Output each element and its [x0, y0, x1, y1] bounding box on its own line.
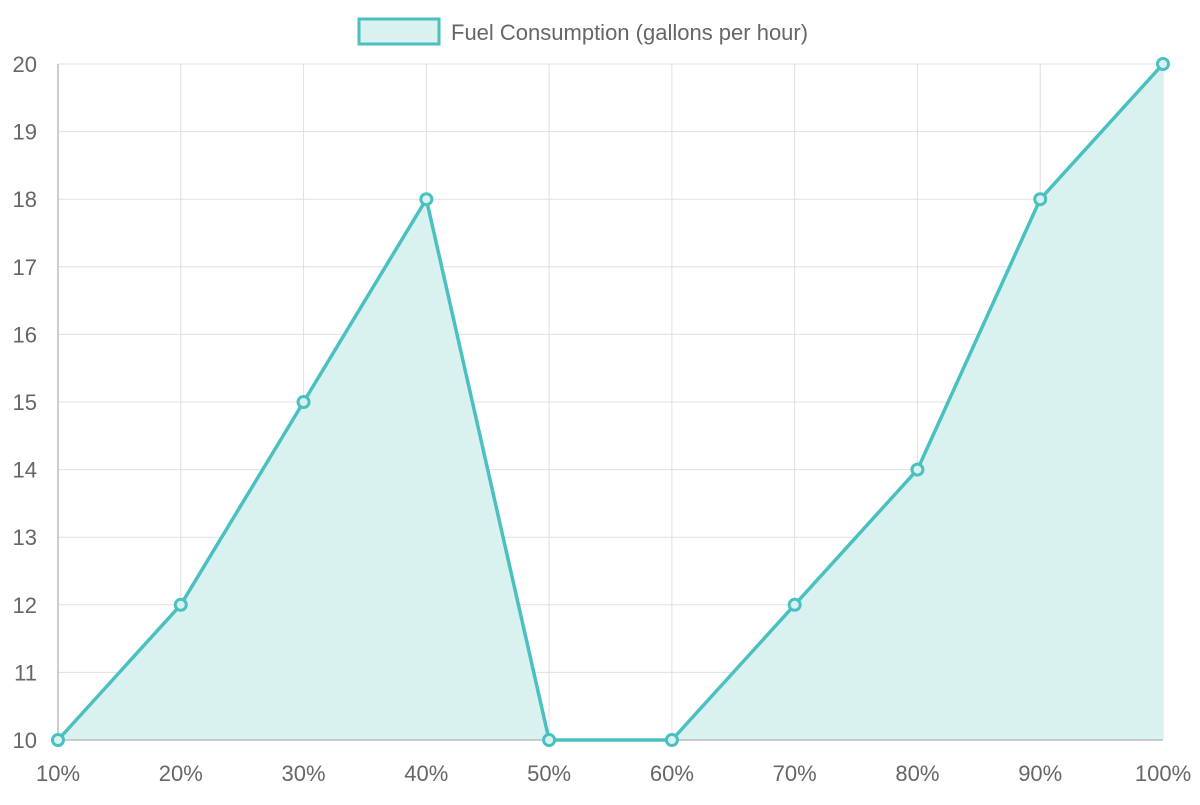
legend[interactable]: Fuel Consumption (gallons per hour): [357, 17, 808, 46]
y-tick-label: 14: [13, 458, 37, 483]
y-tick-label: 13: [13, 525, 37, 550]
x-tick-label: 40%: [404, 761, 448, 786]
x-tick-label: 60%: [650, 761, 694, 786]
legend-swatch: [357, 17, 441, 46]
series-line-path: [56, 62, 1165, 742]
x-axis-ticks: 10% 20% 30% 40% 50% 60% 70% 80% 90% 100%: [36, 761, 1191, 786]
data-point[interactable]: [542, 733, 557, 747]
y-tick-label: 16: [13, 322, 37, 347]
x-tick-label: 50%: [527, 761, 571, 786]
data-point[interactable]: [664, 733, 679, 747]
data-point[interactable]: [1033, 192, 1048, 207]
y-tick-label: 17: [13, 255, 37, 280]
data-points: [51, 57, 1170, 747]
y-tick-label: 10: [13, 728, 37, 753]
x-tick-label: 30%: [282, 761, 326, 786]
data-point[interactable]: [787, 597, 802, 612]
data-point[interactable]: [910, 462, 925, 477]
x-tick-label: 90%: [1018, 761, 1062, 786]
data-point[interactable]: [419, 192, 434, 207]
x-tick-label: 80%: [895, 761, 939, 786]
y-tick-label: 15: [13, 390, 37, 415]
x-tick-label: 20%: [159, 761, 203, 786]
series-area: [58, 64, 1163, 740]
y-axis-ticks: 10 11 12 13 14 15 16 17 18 19 20: [13, 52, 37, 753]
data-point[interactable]: [296, 395, 311, 409]
x-tick-label: 10%: [36, 761, 80, 786]
data-point[interactable]: [173, 597, 188, 612]
data-point[interactable]: [1156, 57, 1170, 71]
y-tick-label: 18: [13, 187, 37, 212]
data-point[interactable]: [51, 733, 65, 747]
y-tick-label: 20: [13, 52, 37, 77]
y-tick-label: 12: [13, 593, 37, 618]
legend-label: Fuel Consumption (gallons per hour): [451, 20, 808, 45]
y-tick-label: 11: [14, 660, 37, 685]
x-tick-label: 70%: [773, 761, 817, 786]
x-tick-label: 100%: [1135, 761, 1191, 786]
y-tick-label: 19: [13, 120, 37, 145]
area-fill: [58, 64, 1163, 740]
series-line: [56, 62, 1165, 742]
